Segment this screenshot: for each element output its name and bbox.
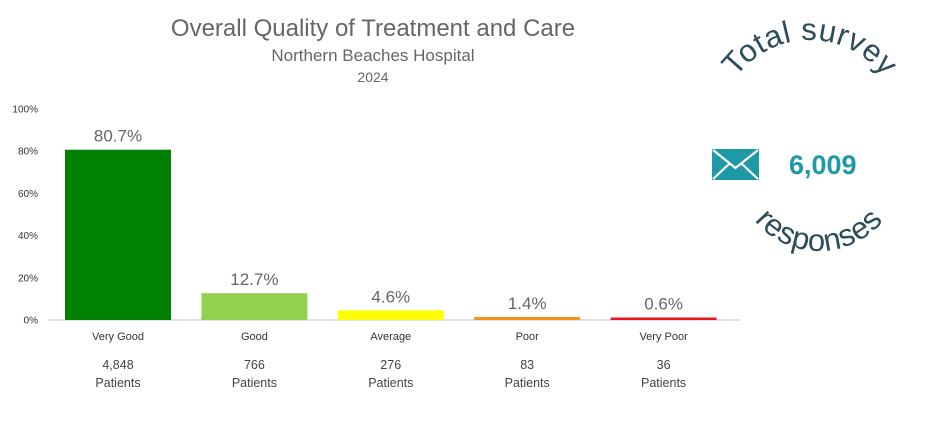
x-axis: Very Good Good Average Poor Very Poor	[92, 331, 688, 343]
bar-average	[337, 310, 444, 320]
patient-unit: Patients	[505, 376, 550, 390]
patient-count: 766	[244, 358, 265, 372]
y-tick-label: 60%	[18, 189, 38, 200]
total-value: 6,009	[789, 150, 857, 180]
total-responses-badge: Total survey responses 6,009	[712, 12, 905, 258]
x-tick-label: Very Poor	[639, 331, 688, 343]
bar-good	[201, 293, 308, 320]
patient-count: 36	[657, 358, 671, 372]
x-tick-label: Very Good	[92, 331, 144, 343]
data-label: 80.7%	[94, 127, 142, 146]
patient-count: 276	[380, 358, 401, 372]
data-label: 4.6%	[371, 287, 410, 306]
patient-count: 4,848	[102, 358, 133, 372]
y-axis: 0% 20% 40% 60% 80% 100%	[12, 105, 38, 327]
y-tick-label: 20%	[18, 273, 38, 284]
data-labels: 80.7% 12.7% 4.6% 1.4% 0.6%	[94, 127, 683, 314]
bar-very-good	[65, 149, 171, 320]
patient-counts: 4,848 Patients 766 Patients 276 Patients 83 Pat…	[95, 358, 686, 390]
y-tick-label: 40%	[18, 231, 38, 242]
patient-unit: Patients	[641, 376, 686, 390]
y-tick-label: 100%	[12, 105, 38, 116]
patient-count: 83	[520, 358, 534, 372]
data-label: 12.7%	[230, 270, 278, 289]
x-tick-label: Good	[241, 331, 268, 343]
envelope-icon	[712, 149, 759, 180]
arc-top-label: Total survey	[715, 12, 905, 82]
arc-bottom-text: responses	[749, 201, 888, 258]
arc-bottom-label: responses	[749, 201, 889, 258]
arc-top-text: Total survey	[715, 12, 905, 82]
bar-very-poor	[610, 317, 717, 320]
data-label: 0.6%	[644, 295, 683, 314]
chart-subtitle: Northern Beaches Hospital	[271, 46, 474, 65]
bar-poor	[474, 317, 581, 320]
patient-unit: Patients	[368, 376, 413, 390]
y-tick-label: 80%	[18, 147, 38, 158]
x-tick-label: Average	[370, 331, 411, 343]
chart-year: 2024	[357, 69, 388, 85]
patient-unit: Patients	[95, 376, 140, 390]
patient-unit: Patients	[232, 376, 277, 390]
x-tick-label: Poor	[516, 331, 540, 343]
data-label: 1.4%	[508, 294, 547, 313]
chart-title: Overall Quality of Treatment and Care	[171, 15, 575, 42]
bars	[65, 149, 717, 320]
y-tick-label: 0%	[24, 316, 39, 327]
